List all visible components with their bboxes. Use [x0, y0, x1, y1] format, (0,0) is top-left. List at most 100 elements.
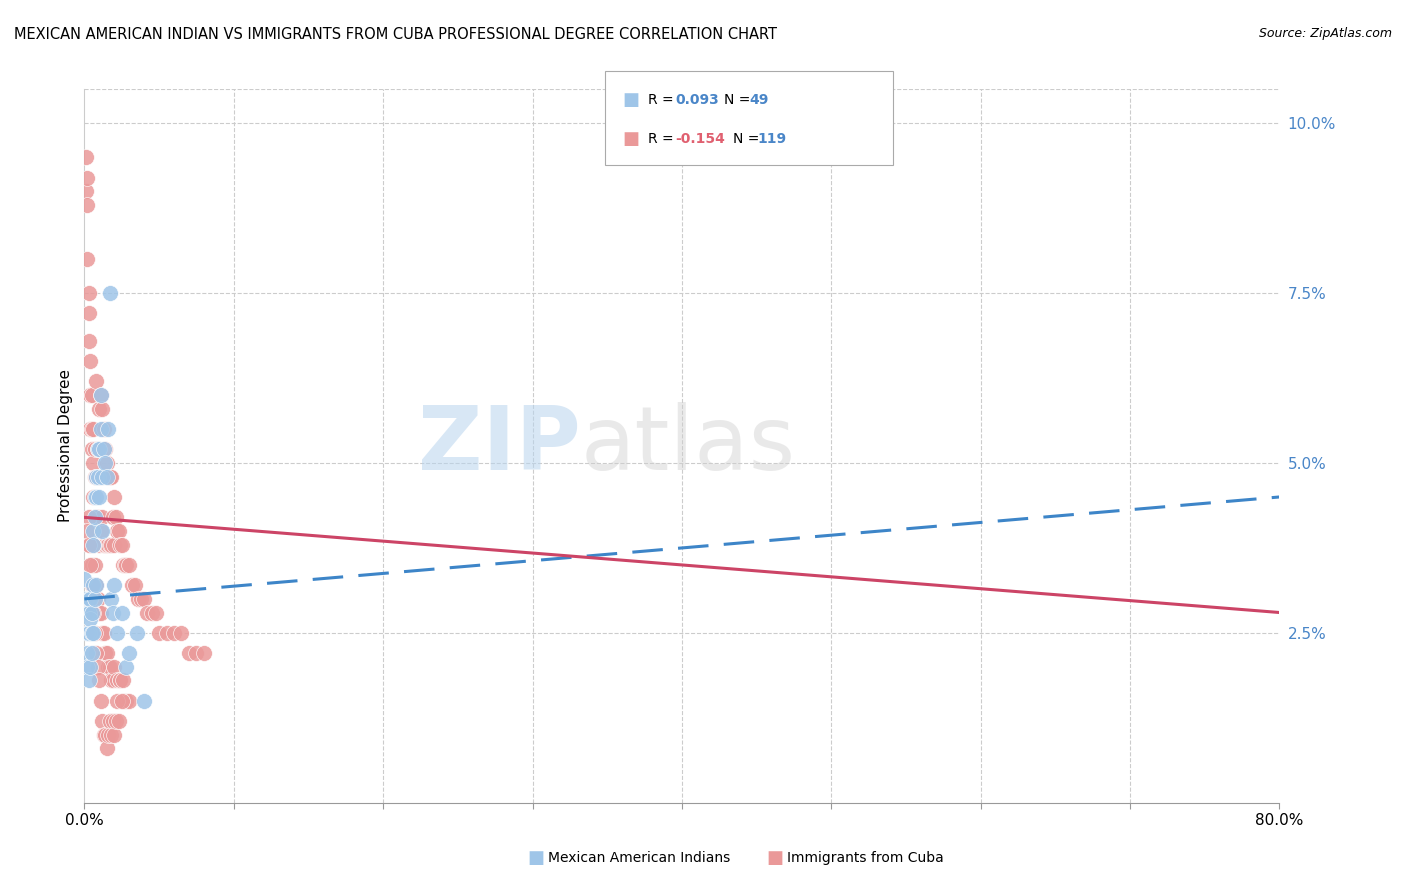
Point: [80, 388, 103, 402]
Text: R =: R =: [648, 132, 678, 146]
Point: [163, 626, 186, 640]
Text: N =: N =: [733, 132, 763, 146]
Text: R =: R =: [648, 93, 678, 106]
Point: [89, 490, 111, 504]
Point: [132, 591, 156, 606]
Text: Immigrants from Cuba: Immigrants from Cuba: [787, 851, 943, 865]
Point: [93, 422, 115, 436]
Text: 49: 49: [749, 93, 769, 106]
Point: [118, 646, 141, 660]
Point: [89, 537, 111, 551]
Point: [77, 306, 100, 320]
Point: [90, 694, 112, 708]
Point: [103, 578, 125, 592]
Point: [105, 626, 128, 640]
Point: [91, 469, 114, 483]
Point: [77, 673, 100, 688]
Point: [111, 694, 134, 708]
Point: [87, 442, 110, 457]
Point: [80, 646, 103, 660]
Point: [73, 572, 96, 586]
Point: [101, 606, 124, 620]
Point: [82, 524, 104, 538]
Point: [82, 422, 104, 436]
Text: atlas: atlas: [581, 402, 796, 490]
Point: [89, 401, 111, 416]
Point: [76, 626, 98, 640]
Point: [80, 422, 103, 436]
Point: [76, 606, 98, 620]
Point: [76, 524, 98, 538]
Point: [96, 646, 118, 660]
Point: [145, 606, 167, 620]
Point: [118, 694, 141, 708]
Point: [101, 673, 124, 688]
Point: [94, 646, 117, 660]
Point: [76, 252, 98, 266]
Point: [93, 537, 115, 551]
Point: [79, 354, 101, 368]
Point: [82, 456, 104, 470]
Text: ZIP: ZIP: [418, 402, 581, 490]
Point: [91, 510, 114, 524]
Point: [77, 626, 100, 640]
Text: ■: ■: [527, 849, 544, 867]
Point: [79, 612, 101, 626]
Point: [96, 469, 118, 483]
Point: [98, 714, 121, 729]
Point: [94, 442, 117, 457]
Point: [87, 442, 110, 457]
Point: [82, 606, 104, 620]
Point: [93, 728, 115, 742]
Point: [75, 150, 97, 164]
Point: [98, 660, 121, 674]
Text: ■: ■: [623, 130, 640, 148]
Point: [83, 510, 105, 524]
Point: [79, 591, 101, 606]
Text: MEXICAN AMERICAN INDIAN VS IMMIGRANTS FROM CUBA PROFESSIONAL DEGREE CORRELATION : MEXICAN AMERICAN INDIAN VS IMMIGRANTS FR…: [14, 27, 778, 42]
Point: [97, 728, 120, 742]
Point: [83, 510, 105, 524]
Point: [86, 510, 108, 524]
Point: [83, 469, 105, 483]
Point: [83, 442, 105, 457]
Point: [125, 626, 148, 640]
Point: [100, 728, 122, 742]
Point: [80, 606, 103, 620]
Point: [87, 510, 110, 524]
Point: [112, 558, 135, 572]
Point: [94, 537, 117, 551]
Point: [97, 469, 120, 483]
Point: [127, 591, 149, 606]
Point: [103, 490, 125, 504]
Point: [105, 694, 128, 708]
Point: [86, 578, 108, 592]
Point: [193, 646, 215, 660]
Point: [101, 714, 124, 729]
Point: [83, 558, 105, 572]
Point: [80, 442, 103, 457]
Point: [107, 524, 129, 538]
Point: [114, 558, 136, 572]
Point: [75, 184, 97, 198]
Point: [82, 578, 104, 592]
Point: [77, 537, 100, 551]
Point: [141, 606, 163, 620]
Point: [79, 660, 101, 674]
Point: [115, 660, 138, 674]
Point: [155, 626, 177, 640]
Point: [77, 606, 100, 620]
Point: [111, 537, 134, 551]
Point: [89, 606, 111, 620]
Point: [91, 714, 114, 729]
Text: -0.154: -0.154: [675, 132, 724, 146]
Point: [87, 591, 110, 606]
Point: [110, 673, 132, 688]
Point: [75, 606, 97, 620]
Point: [124, 578, 146, 592]
Point: [76, 198, 98, 212]
Point: [86, 490, 108, 504]
Point: [98, 469, 121, 483]
Point: [83, 626, 105, 640]
Point: [89, 469, 111, 483]
